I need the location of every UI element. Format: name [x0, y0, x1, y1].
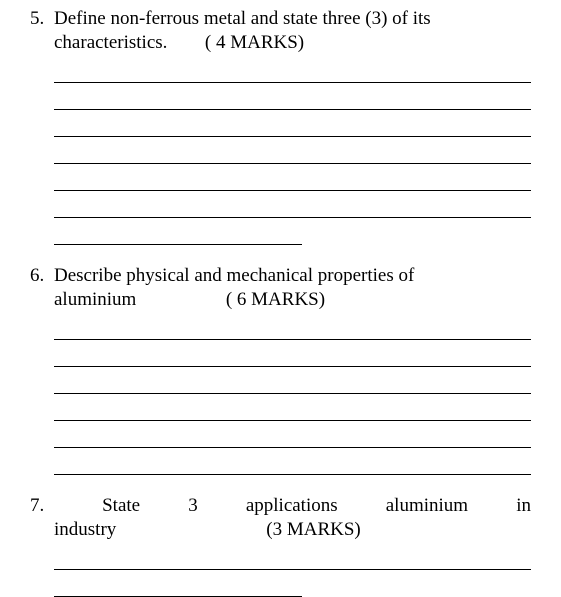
- question-5-line1: Define non-ferrous metal and state three…: [54, 8, 531, 30]
- question-6-number: 6.: [30, 265, 54, 287]
- answer-line: [54, 195, 531, 218]
- question-5-answer-area: [54, 60, 531, 245]
- question-7-state: State: [102, 495, 140, 517]
- question-7-aluminium: aluminium: [386, 495, 468, 517]
- question-5-header: 5. Define non-ferrous metal and state th…: [30, 8, 531, 54]
- question-7-header: 7. State 3 applications aluminium in ind…: [30, 495, 531, 541]
- answer-line: [54, 425, 531, 448]
- question-6-header: 6. Describe physical and mechanical prop…: [30, 265, 531, 311]
- question-6-answer-area: [54, 317, 531, 475]
- question-6: 6. Describe physical and mechanical prop…: [30, 265, 531, 475]
- answer-line: [54, 547, 531, 570]
- question-7-applications: applications: [246, 495, 338, 517]
- question-5-line2: characteristics. ( 4 MARKS): [54, 32, 531, 54]
- answer-line: [54, 141, 531, 164]
- answer-line: [54, 168, 531, 191]
- question-5: 5. Define non-ferrous metal and state th…: [30, 8, 531, 245]
- question-7-in: in: [516, 495, 531, 517]
- question-7: 7. State 3 applications aluminium in ind…: [30, 495, 531, 597]
- question-6-aluminium: aluminium: [54, 289, 136, 310]
- question-7-answer-area: [54, 547, 531, 597]
- question-5-characteristics: characteristics.: [54, 32, 167, 53]
- answer-line-short: [54, 574, 302, 597]
- answer-line: [54, 317, 531, 340]
- answer-line-short: [54, 222, 302, 245]
- answer-line: [54, 371, 531, 394]
- answer-line: [54, 452, 531, 475]
- question-5-number: 5.: [30, 8, 54, 30]
- question-6-line2: aluminium ( 6 MARKS): [54, 289, 531, 311]
- question-7-three: 3: [188, 495, 198, 517]
- question-6-marks: ( 6 MARKS): [226, 289, 325, 310]
- answer-line: [54, 114, 531, 137]
- exam-page: 5. Define non-ferrous metal and state th…: [0, 0, 561, 597]
- question-6-body: Describe physical and mechanical propert…: [54, 265, 531, 311]
- answer-line: [54, 344, 531, 367]
- question-5-body: Define non-ferrous metal and state three…: [54, 8, 531, 54]
- question-5-marks: ( 4 MARKS): [205, 32, 304, 53]
- question-7-line1: 7. State 3 applications aluminium in: [30, 495, 531, 517]
- answer-line: [54, 87, 531, 110]
- answer-line: [54, 398, 531, 421]
- question-7-number: 7.: [30, 495, 54, 517]
- answer-line: [54, 60, 531, 83]
- question-6-line1: Describe physical and mechanical propert…: [54, 265, 531, 287]
